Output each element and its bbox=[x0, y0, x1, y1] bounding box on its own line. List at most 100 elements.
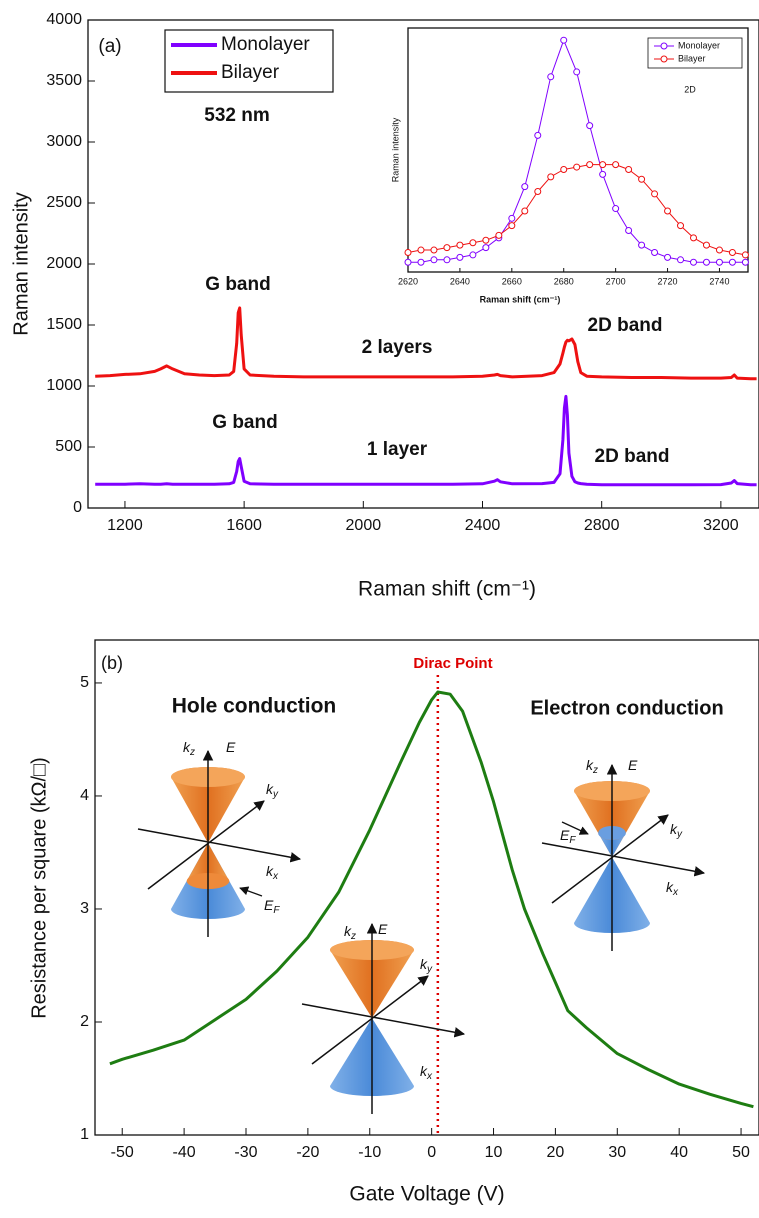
x-axis-label: Raman shift (cm⁻¹) bbox=[480, 294, 561, 304]
data-point bbox=[741, 258, 749, 266]
y-tick-label: 4000 bbox=[46, 11, 82, 28]
axis-kx bbox=[541, 842, 706, 877]
data-point bbox=[482, 236, 490, 244]
fermi-arrow bbox=[561, 821, 589, 835]
label-base: k bbox=[420, 956, 428, 972]
diagram-label: kz bbox=[586, 757, 598, 776]
x-tick-label: 2680 bbox=[554, 276, 574, 286]
label-sub: z bbox=[592, 765, 598, 776]
plot-frame bbox=[407, 27, 749, 273]
label-sub: x bbox=[272, 871, 279, 882]
data-point bbox=[443, 256, 451, 264]
annotation: Electron conduction bbox=[530, 697, 723, 719]
y-tick-label: 1500 bbox=[46, 316, 82, 333]
data-point bbox=[404, 258, 412, 266]
y-axis-label: Raman intensity bbox=[10, 192, 32, 335]
y-tick-label: 1 bbox=[80, 1126, 89, 1143]
data-point bbox=[664, 207, 672, 215]
data-point bbox=[430, 246, 438, 254]
x-tick-label: 1600 bbox=[226, 517, 262, 534]
label-base: k bbox=[670, 821, 678, 837]
x-tick-label: -20 bbox=[296, 1144, 319, 1161]
series-line bbox=[109, 690, 754, 1109]
label-sub: z bbox=[189, 747, 195, 758]
label-base: k bbox=[586, 757, 594, 773]
x-tick-label: -50 bbox=[111, 1144, 134, 1161]
annotation: 2 layers bbox=[362, 337, 433, 358]
y-tick-label: 5 bbox=[80, 674, 89, 691]
data-point bbox=[728, 248, 736, 256]
label-sub: x bbox=[672, 887, 679, 898]
annotation: 2D band bbox=[588, 315, 663, 336]
data-point bbox=[638, 241, 646, 249]
axis-ky bbox=[311, 975, 429, 1065]
axis-ky bbox=[147, 800, 265, 890]
y-tick-label: 1000 bbox=[46, 377, 82, 394]
data-point bbox=[638, 175, 646, 183]
x-tick-label: 2660 bbox=[502, 276, 522, 286]
data-point bbox=[521, 207, 529, 215]
y-tick-label: 2500 bbox=[46, 194, 82, 211]
data-point bbox=[573, 68, 581, 76]
y-tick-label: 500 bbox=[55, 438, 82, 455]
annotation: Hole conduction bbox=[172, 695, 337, 718]
data-point bbox=[495, 231, 503, 239]
x-tick-label: 2740 bbox=[709, 276, 729, 286]
data-point bbox=[612, 161, 620, 169]
y-tick-label: 3500 bbox=[46, 72, 82, 89]
label-sub: F bbox=[569, 835, 576, 846]
diagram-label: E bbox=[628, 757, 638, 773]
diagram-label: kx bbox=[266, 863, 279, 882]
data-point bbox=[534, 131, 542, 139]
x-axis-label: Raman shift (cm⁻¹) bbox=[358, 578, 536, 601]
x-tick-label: 0 bbox=[427, 1144, 436, 1161]
legend-label: Monolayer bbox=[221, 34, 310, 55]
data-point bbox=[404, 248, 412, 256]
data-point bbox=[547, 173, 555, 181]
diagram-label: E bbox=[378, 921, 388, 937]
data-point bbox=[508, 214, 516, 222]
label-sub: z bbox=[350, 931, 356, 942]
diagram-label: ky bbox=[420, 956, 433, 975]
legend-label: Bilayer bbox=[678, 53, 706, 63]
data-point bbox=[651, 248, 659, 256]
axis-kx bbox=[137, 828, 302, 863]
data-point bbox=[664, 253, 672, 261]
x-tick-label: 2620 bbox=[398, 276, 418, 286]
data-point bbox=[417, 258, 425, 266]
x-tick-label: 2800 bbox=[584, 517, 620, 534]
data-point bbox=[417, 246, 425, 254]
y-tick-label: 3 bbox=[80, 900, 89, 917]
label-base: E bbox=[264, 897, 274, 913]
data-point bbox=[625, 227, 633, 235]
label-base: k bbox=[666, 879, 674, 895]
y-tick-label: 4 bbox=[80, 787, 89, 804]
data-point bbox=[586, 161, 594, 169]
data-point bbox=[469, 251, 477, 259]
label-base: E bbox=[378, 921, 388, 937]
label-base: E bbox=[226, 739, 236, 755]
label-base: k bbox=[266, 863, 274, 879]
x-tick-label: 20 bbox=[547, 1144, 565, 1161]
fermi-arrow bbox=[239, 886, 263, 897]
data-point bbox=[625, 166, 633, 174]
x-tick-label: 2640 bbox=[450, 276, 470, 286]
x-tick-label: 2720 bbox=[658, 276, 678, 286]
data-point bbox=[677, 256, 685, 264]
annotation: G band bbox=[205, 274, 270, 295]
x-tick-label: -30 bbox=[234, 1144, 257, 1161]
series-line bbox=[95, 306, 757, 381]
data-point bbox=[560, 166, 568, 174]
data-point bbox=[715, 258, 723, 266]
label-base: E bbox=[560, 827, 570, 843]
x-tick-label: 2700 bbox=[606, 276, 626, 286]
data-point bbox=[702, 241, 710, 249]
x-tick-label: 2000 bbox=[346, 517, 382, 534]
data-point bbox=[741, 251, 749, 259]
x-tick-label: 2400 bbox=[465, 517, 501, 534]
y-axis-label: Raman intensity bbox=[390, 117, 400, 182]
data-point bbox=[599, 161, 607, 169]
x-tick-label: 50 bbox=[732, 1144, 750, 1161]
